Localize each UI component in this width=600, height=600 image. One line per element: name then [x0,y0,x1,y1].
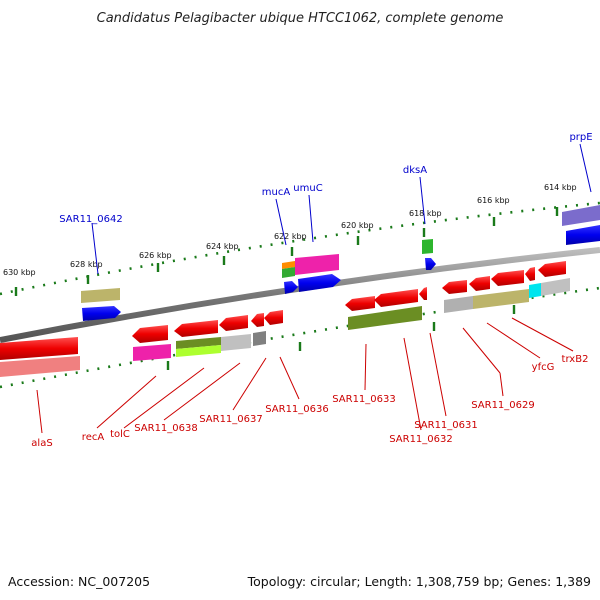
cog-bar [444,296,473,313]
cog-bar [473,289,529,309]
tick-label-618: 618 kbp [409,209,442,218]
leader-line [91,222,99,275]
cog-bar [562,205,600,226]
cog-bar [0,356,80,377]
gene-sar11-0629 [469,276,490,291]
gene-umuC [298,274,341,292]
forward-cog-bars [81,205,600,303]
gene-trxB2 [538,261,566,277]
gene-label-sar11-0636: SAR11_0636 [265,404,329,415]
gene-recA [132,325,168,343]
gene-label-alaS: alaS [31,438,52,449]
gene-label-yfcG: yfcG [532,362,555,373]
gene-sar11-0642 [82,306,121,321]
gene-label-sar11-0629: SAR11_0629 [471,400,535,411]
reverse-genes [0,261,566,360]
gene-yfcG [491,270,524,286]
reverse-cog-bars [0,278,570,377]
tick-labels: 630 kbp 628 kbp 626 kbp 624 kbp 622 kbp … [3,183,577,277]
gene-sar11-0630 [442,280,467,294]
gene-label-mucA: mucA [262,187,291,198]
cog-bar [295,254,339,275]
leader-line [275,198,287,246]
tick-label-628: 628 kbp [70,260,103,269]
cog-bar [422,239,433,254]
major-ticks [14,207,559,370]
tick-label-630: 630 kbp [3,268,36,277]
genome-summary-text: Topology: circular; Length: 1,308,759 bp… [247,574,591,589]
leader-line [511,317,574,352]
cog-bar [81,288,120,303]
gene-label-sar11-0632: SAR11_0632 [389,434,453,445]
gene-sar11-0632 [374,289,418,307]
tick-label-626: 626 kbp [139,251,172,260]
top-gene-labels: SAR11_0642 mucA umuC dksA prpE [59,132,592,225]
leader-line [429,332,447,417]
gene-label-umuC: umuC [293,183,322,194]
gene-sar11-0633 [345,296,375,311]
gene-label-trxB2: trxB2 [562,354,589,365]
leader-line [403,337,422,431]
cog-bar [282,267,295,278]
leader-line [123,367,205,429]
cog-bar [529,283,541,298]
leader-line [308,194,314,243]
accession-text: Accession: NC_007205 [8,574,150,589]
gene-yfcG-2 [525,267,535,281]
tick-label-616: 616 kbp [477,196,510,205]
top-leader-lines [91,143,592,275]
bottom-gene-labels: alaS recA tolC SAR11_0638 SAR11_0637 SAR… [31,354,588,449]
gene-mucA [284,281,298,294]
cog-bar [176,345,221,357]
gene-tolC [174,320,218,337]
cog-bar [348,306,422,330]
gene-label-sar11-0633: SAR11_0633 [332,394,396,405]
leader-line [232,357,267,411]
tick-label-620: 620 kbp [341,221,374,230]
gene-label-recA: recA [82,432,105,443]
gene-dksA [425,258,436,270]
tick-label-624: 624 kbp [206,242,239,251]
gene-label-sar11-0637: SAR11_0637 [199,414,263,425]
cog-bar [253,331,266,346]
gene-prpE [566,225,600,245]
leader-line [364,343,367,391]
leader-line [499,372,504,397]
gene-label-sar11-0631: SAR11_0631 [414,420,478,431]
leader-line [579,143,592,193]
genome-title: Candidatus Pelagibacter ubique HTCC1062,… [97,11,504,26]
leader-line [279,356,300,400]
leader-line [96,375,157,429]
gene-sar11-0638 [219,315,248,331]
gene-sar11-0636 [264,310,283,325]
tick-label-614: 614 kbp [544,183,577,192]
leader-line [419,176,426,225]
gene-alaS [0,337,78,360]
gene-label-sar11-0638: SAR11_0638 [134,423,198,434]
gene-sar11-0631 [419,287,427,300]
leader-line [462,327,501,374]
gene-label-dksA: dksA [403,165,427,176]
leader-line [486,322,541,359]
tick-label-622: 622 kbp [274,232,307,241]
cog-bar [133,344,171,361]
gene-label-sar11-0642: SAR11_0642 [59,214,123,225]
leader-line [36,389,43,434]
forward-genes [82,225,600,321]
leader-line [163,362,241,421]
gene-sar11-0637 [251,313,264,327]
bottom-leader-lines [36,317,574,434]
cog-bar [221,334,251,351]
cog-bar [541,278,570,296]
cog-bar [282,261,295,269]
gene-label-tolC: tolC [110,429,130,440]
gene-label-prpE: prpE [569,132,592,143]
